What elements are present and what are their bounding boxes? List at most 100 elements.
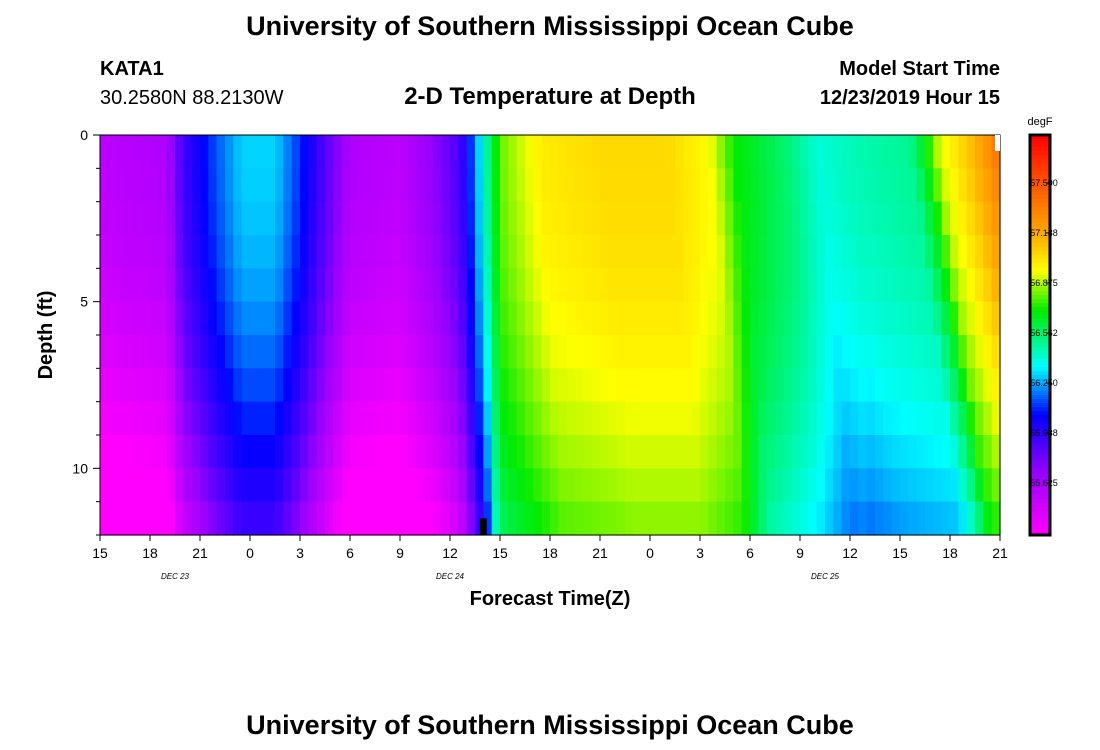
- heatmap-cell: [325, 301, 334, 336]
- heatmap-cell: [208, 268, 218, 303]
- model-start-time: 12/23/2019 Hour 15: [820, 87, 1000, 109]
- colorbar-swatch: [1030, 527, 1050, 532]
- heatmap-cell: [625, 368, 634, 403]
- heatmap-cell: [933, 201, 943, 236]
- heatmap-cell: [475, 168, 484, 203]
- heatmap-cell: [716, 335, 726, 369]
- heatmap-cell: [958, 301, 968, 336]
- heatmap-cell: [825, 401, 834, 436]
- heatmap-cell: [425, 268, 434, 303]
- heatmap-cell: [450, 401, 459, 436]
- heatmap-cell: [516, 168, 526, 203]
- heatmap-cell: [116, 368, 126, 403]
- heatmap-cell: [933, 368, 943, 403]
- heatmap-cell: [166, 468, 176, 503]
- heatmap-cell: [733, 235, 743, 269]
- heatmap-cell: [833, 235, 843, 269]
- heatmap-cell: [266, 435, 276, 469]
- heatmap-cell: [525, 168, 534, 203]
- heatmap-cell: [533, 201, 543, 236]
- heatmap-cell: [733, 168, 743, 203]
- heatmap-cell: [466, 501, 476, 536]
- heatmap-cell: [958, 235, 968, 269]
- heatmap-cell: [733, 301, 743, 336]
- heatmap-cell: [541, 335, 551, 369]
- heatmap-cell: [200, 468, 209, 503]
- heatmap-cell: [333, 335, 343, 369]
- heatmap-cell: [291, 268, 301, 303]
- date-labels: DEC 23 DEC 24 DEC 25: [161, 572, 840, 581]
- heatmap-cell: [858, 368, 868, 403]
- heatmap-cell: [291, 435, 301, 469]
- heatmap-cell: [900, 235, 909, 269]
- heatmap-cell: [241, 201, 251, 236]
- heatmap-cell: [516, 268, 526, 303]
- heatmap-cell: [625, 168, 634, 203]
- heatmap-cell: [875, 401, 884, 436]
- heatmap-cell: [958, 368, 968, 403]
- heatmap-cell: [241, 235, 251, 269]
- heatmap-cell: [925, 168, 934, 203]
- heatmap-cell: [150, 468, 159, 503]
- heatmap-cell: [466, 201, 476, 236]
- heatmap-cell: [366, 501, 376, 536]
- heatmap-cell: [258, 335, 268, 369]
- heatmap-cell: [825, 168, 834, 203]
- colorbar-swatch: [1030, 431, 1050, 436]
- heatmap-cell: [383, 201, 393, 236]
- x-tick-label: 18: [542, 545, 558, 561]
- heatmap-cell: [741, 135, 751, 169]
- heatmap-cell: [625, 435, 634, 469]
- heatmap-cell: [675, 135, 684, 169]
- heatmap-cell: [791, 501, 801, 536]
- heatmap-cell: [850, 468, 859, 503]
- heatmap-cell: [916, 335, 926, 369]
- heatmap-cell: [391, 268, 401, 303]
- heatmap-cell: [141, 401, 151, 436]
- heatmap-cell: [925, 468, 934, 503]
- heatmap-cell: [141, 301, 151, 336]
- heatmap-cell: [383, 435, 393, 469]
- heatmap-cell: [841, 435, 851, 469]
- heatmap-cell: [258, 368, 268, 403]
- heatmap-cell: [841, 368, 851, 403]
- heatmap-cell: [425, 168, 434, 203]
- heatmap-cell: [491, 468, 501, 503]
- x-tick-label: 21: [192, 545, 208, 561]
- heatmap-cell: [225, 501, 234, 536]
- heatmap-cell: [700, 468, 709, 503]
- colorbar-label: 57.500: [1030, 178, 1058, 188]
- heatmap-cell: [516, 135, 526, 169]
- heatmap-cell: [933, 401, 943, 436]
- heatmap-cell: [941, 201, 951, 236]
- colorbar-swatch: [1030, 315, 1050, 320]
- colorbar-swatch: [1030, 351, 1050, 356]
- heatmap-cell: [650, 135, 659, 169]
- heatmap-cell: [950, 468, 959, 503]
- heatmap-cell: [500, 235, 509, 269]
- heatmap-cell: [491, 335, 501, 369]
- heatmap-cell: [125, 501, 134, 536]
- heatmap-cell: [216, 168, 226, 203]
- heatmap-cell: [666, 435, 676, 469]
- heatmap-cell: [800, 168, 809, 203]
- heatmap-cell: [358, 235, 368, 269]
- heatmap-cell: [966, 435, 976, 469]
- heatmap-cell: [633, 368, 643, 403]
- heatmap-cell: [100, 435, 109, 469]
- heatmap-cell: [591, 301, 601, 336]
- heatmap-cell: [725, 435, 734, 469]
- heatmap-cell: [283, 468, 293, 503]
- heatmap-cell: [333, 501, 343, 536]
- heatmap-cell: [725, 301, 734, 336]
- heatmap-cell: [591, 268, 601, 303]
- heatmap-cell: [850, 335, 859, 369]
- heatmap-cell: [591, 335, 601, 369]
- heatmap-cell: [350, 335, 359, 369]
- heatmap-cell: [983, 501, 993, 536]
- heatmap-cell: [708, 168, 718, 203]
- heatmap-cell: [566, 401, 576, 436]
- heatmap-cell: [991, 335, 1001, 369]
- station-id: KATA1: [100, 58, 164, 80]
